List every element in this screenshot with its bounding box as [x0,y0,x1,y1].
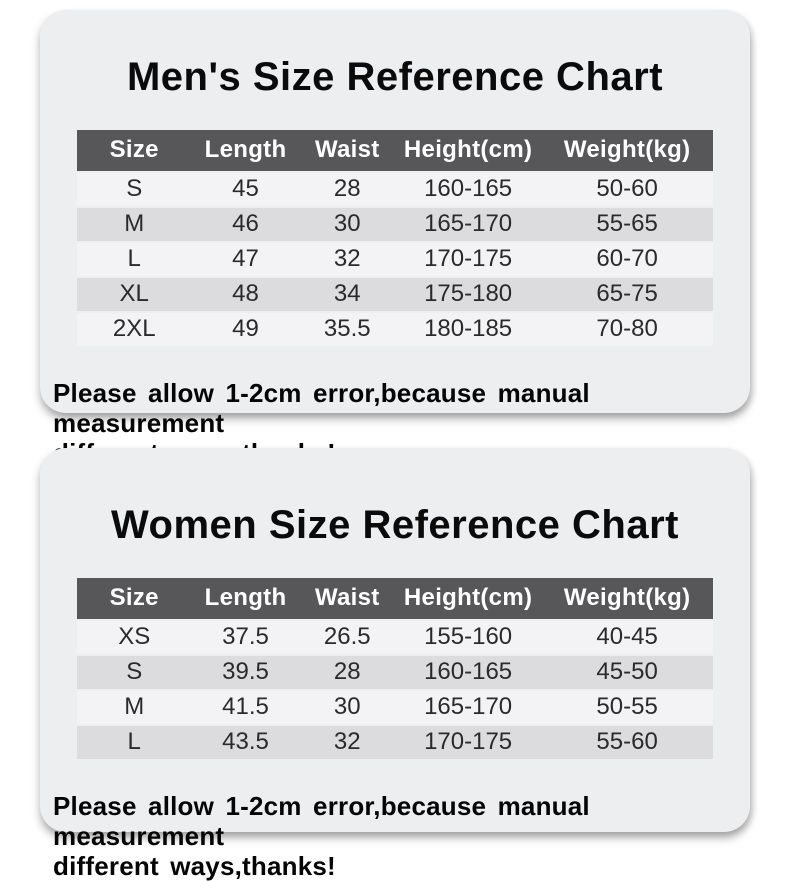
column-header: Weight(kg) [541,129,713,171]
table-header-row: Size Length Waist Height(cm) Weight(kg) [77,577,713,619]
cell-waist: 32 [299,242,395,276]
mens-table-body: S 45 28 160-165 50-60 M 46 30 165-170 55… [77,172,713,346]
cell-height: 170-175 [394,725,542,759]
cell-length: 39.5 [191,655,300,689]
table-row: M 41.5 30 165-170 50-55 [77,690,713,724]
table-row: M 46 30 165-170 55-65 [77,207,713,241]
column-header: Height(cm) [394,577,542,619]
table-row: S 45 28 160-165 50-60 [77,172,713,206]
cell-size: S [77,655,192,689]
cell-waist: 35.5 [299,312,395,346]
women-chart-title: Women Size Reference Chart [111,502,679,547]
cell-height: 180-185 [394,312,542,346]
table-row: L 47 32 170-175 60-70 [77,242,713,276]
cell-length: 43.5 [191,725,300,759]
cell-size: 2XL [77,312,192,346]
cell-weight: 50-55 [541,690,713,724]
cell-weight: 45-50 [541,655,713,689]
column-header: Waist [299,129,395,171]
cell-size: L [77,242,192,276]
cell-height: 165-170 [394,207,542,241]
cell-height: 175-180 [394,277,542,311]
cell-waist: 26.5 [299,620,395,654]
note-line: Please allow 1-2cm error,because manual … [53,377,590,438]
cell-length: 47 [191,242,300,276]
cell-waist: 30 [299,690,395,724]
table-row: L 43.5 32 170-175 55-60 [77,725,713,759]
cell-size: S [77,172,192,206]
table-row: S 39.5 28 160-165 45-50 [77,655,713,689]
mens-size-chart-card: Men's Size Reference Chart Size Length Wai… [40,10,750,468]
column-header: Size [77,577,192,619]
cell-size: M [77,207,192,241]
cell-weight: 55-60 [541,725,713,759]
cell-height: 160-165 [394,172,542,206]
column-header: Waist [299,577,395,619]
cell-waist: 28 [299,172,395,206]
cell-height: 165-170 [394,690,542,724]
cell-size: L [77,725,192,759]
cell-size: XS [77,620,192,654]
mens-chart-title: Men's Size Reference Chart [126,54,664,99]
cell-weight: 70-80 [541,312,713,346]
table-row: XL 48 34 175-180 65-75 [77,277,713,311]
note-line: different ways,thanks! [53,850,336,881]
women-measurement-note: Please allow 1-2cm error,because manual … [53,791,740,881]
table-row: 2XL 49 35.5 180-185 70-80 [77,312,713,346]
cell-height: 160-165 [394,655,542,689]
cell-length: 41.5 [191,690,300,724]
cell-size: XL [77,277,192,311]
cell-length: 45 [191,172,300,206]
table-header-row: Size Length Waist Height(cm) Weight(kg) [77,129,713,171]
women-size-chart-card: Women Size Reference Chart Size Length Wai… [40,448,750,881]
page: { "colors": { "page_bg": "#ffffff", "car… [40,10,750,881]
women-table-body: XS 37.5 26.5 155-160 40-45 S 39.5 28 160… [77,620,713,759]
cell-weight: 60-70 [541,242,713,276]
column-header: Height(cm) [394,129,542,171]
cell-waist: 32 [299,725,395,759]
cell-length: 46 [191,207,300,241]
cell-height: 170-175 [394,242,542,276]
cell-weight: 50-60 [541,172,713,206]
cell-length: 37.5 [191,620,300,654]
column-header: Weight(kg) [541,577,713,619]
women-table-header: Size Length Waist Height(cm) Weight(kg) [77,577,713,619]
cell-length: 48 [191,277,300,311]
cell-waist: 34 [299,277,395,311]
mens-size-table: Size Length Waist Height(cm) Weight(kg) S 45… [77,128,713,348]
cell-weight: 55-65 [541,207,713,241]
mens-table-header: Size Length Waist Height(cm) Weight(kg) [77,129,713,171]
note-line: Please allow 1-2cm error,because manual … [53,790,590,851]
cell-waist: 30 [299,207,395,241]
cell-weight: 65-75 [541,277,713,311]
cell-length: 49 [191,312,300,346]
cell-waist: 28 [299,655,395,689]
column-header: Size [77,129,192,171]
cell-size: M [77,690,192,724]
cell-weight: 40-45 [541,620,713,654]
column-header: Length [191,129,300,171]
women-size-table: Size Length Waist Height(cm) Weight(kg) XS 3… [77,576,713,761]
cell-height: 155-160 [394,620,542,654]
table-row: XS 37.5 26.5 155-160 40-45 [77,620,713,654]
column-header: Length [191,577,300,619]
